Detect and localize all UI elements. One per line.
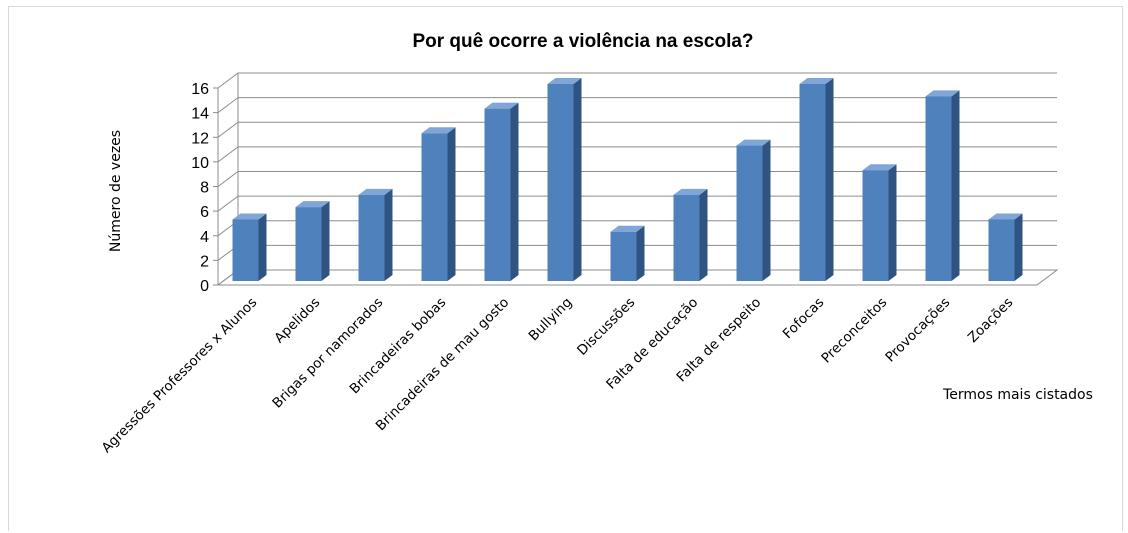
x-tick-label: Brincadeiras de mau gosto — [373, 295, 513, 435]
x-tick-labels: Agressões Professores x Alunos ApelidosBr… — [99, 295, 1017, 457]
gridline-depth — [217, 97, 239, 114]
bars — [232, 78, 1023, 281]
bar — [610, 225, 645, 281]
bar — [988, 213, 1023, 281]
gridline-depth — [217, 146, 239, 163]
bar — [232, 213, 267, 281]
x-tick-label: Brigas por namorados — [269, 295, 386, 412]
bar — [673, 188, 708, 281]
x-tick-label: Zoações — [965, 295, 1016, 346]
bar — [925, 90, 960, 281]
bar — [862, 164, 897, 281]
y-tick-label: 0 — [200, 278, 209, 295]
bar — [799, 78, 834, 281]
x-axis-title: Termos mais cistados — [942, 387, 1093, 403]
y-tick-label: 2 — [200, 253, 209, 270]
gridline-depth — [217, 195, 239, 212]
y-axis-title: Número de vezes — [108, 130, 124, 252]
bar — [421, 127, 456, 281]
x-tick-label: Discussões — [574, 295, 638, 359]
y-tick-label: 8 — [200, 180, 209, 197]
gridline-depth — [217, 121, 239, 138]
y-tick-labels: 0 2 4 6 8 10 12 14 16 — [191, 81, 209, 295]
y-tick-label: 6 — [200, 204, 209, 221]
x-tick-label: Fofocas — [780, 295, 828, 343]
bar — [295, 201, 330, 281]
gridline-depth — [217, 171, 239, 187]
y-tick-label: 16 — [191, 81, 209, 98]
x-tick-label: Provocações — [882, 295, 953, 366]
bar — [736, 139, 771, 281]
chart-frame — [8, 6, 1123, 531]
y-tick-label: 14 — [191, 106, 209, 123]
x-tick-label: Bullying — [526, 295, 576, 345]
bar — [547, 78, 582, 281]
y-tick-label: 12 — [191, 130, 209, 147]
x-tick-label: Preconceitos — [818, 295, 890, 367]
floor — [216, 269, 1059, 286]
bar — [484, 102, 519, 281]
x-tick-label: Agressões Professores x Alunos — [99, 295, 261, 457]
y-tick-label: 4 — [200, 229, 209, 246]
gridline-depth — [217, 72, 239, 89]
y-tick-label: 10 — [191, 155, 209, 172]
x-tick-label: Apelidos — [271, 295, 323, 347]
chart-title: Por quê ocorre a violência na escola? — [412, 31, 753, 52]
bar — [358, 188, 393, 281]
